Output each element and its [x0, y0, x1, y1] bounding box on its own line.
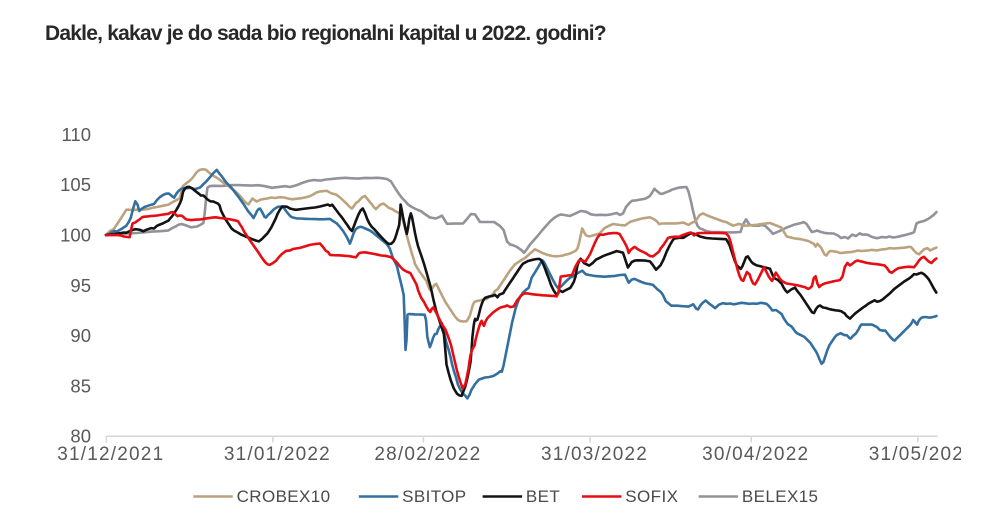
svg-text:31/12/2021: 31/12/2021	[57, 444, 164, 465]
svg-text:28/02/2022: 28/02/2022	[374, 444, 481, 465]
svg-text:85: 85	[70, 375, 91, 396]
svg-text:SOFIX: SOFIX	[625, 487, 678, 506]
svg-text:31/03/2022: 31/03/2022	[541, 444, 648, 465]
svg-text:31/05/2022: 31/05/2022	[869, 444, 976, 465]
svg-text:30/04/2022: 30/04/2022	[702, 444, 809, 465]
svg-text:31/01/2022: 31/01/2022	[224, 444, 331, 465]
svg-text:SBITOP: SBITOP	[402, 487, 466, 506]
svg-text:100: 100	[60, 224, 91, 245]
svg-text:BELEX15: BELEX15	[742, 487, 819, 506]
svg-text:110: 110	[62, 124, 92, 145]
svg-text:80: 80	[70, 426, 91, 447]
svg-text:CROBEX10: CROBEX10	[237, 487, 331, 506]
svg-text:90: 90	[70, 325, 91, 346]
svg-text:BET: BET	[526, 487, 560, 506]
svg-text:95: 95	[70, 275, 91, 296]
svg-text:105: 105	[60, 174, 91, 195]
